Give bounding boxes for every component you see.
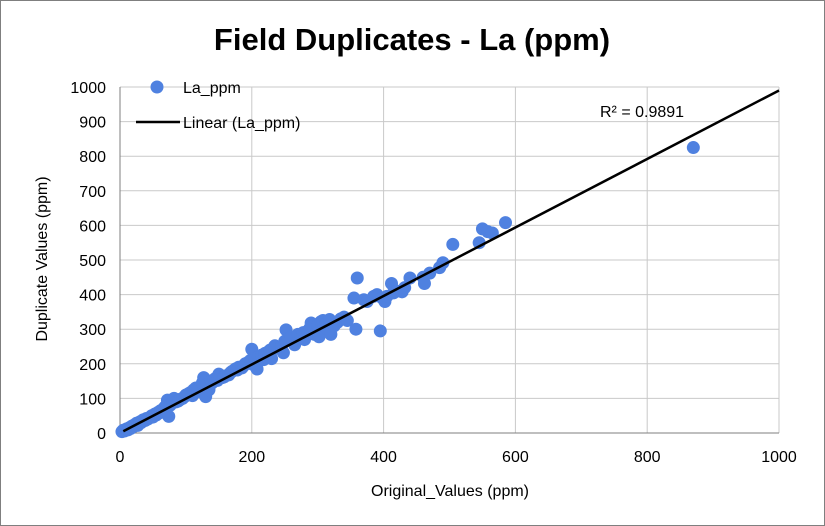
axes — [119, 87, 779, 434]
x-axis-label: Original_Values (ppm) — [371, 483, 529, 500]
gridlines — [120, 86, 780, 433]
trendline-segment — [122, 89, 780, 433]
x-tick-label: 800 — [634, 449, 661, 466]
data-point — [417, 277, 431, 291]
legend: La_ppm Linear (La_ppm) — [136, 80, 300, 132]
data-point — [347, 291, 361, 305]
data-point — [686, 141, 700, 155]
y-tick-label: 1000 — [70, 80, 106, 97]
legend-label-la-ppm: La_ppm — [183, 80, 241, 97]
y-tick-label: 900 — [79, 115, 106, 132]
chart-title: Field Duplicates - La (ppm) — [214, 22, 610, 57]
y-tick-label: 200 — [79, 357, 106, 374]
data-point — [373, 324, 387, 338]
x-tick-label: 200 — [238, 449, 265, 466]
x-tick-label: 0 — [116, 449, 125, 466]
data-point — [312, 330, 326, 344]
y-tick-label: 600 — [79, 218, 106, 235]
y-tick-label: 400 — [79, 288, 106, 305]
data-point — [446, 237, 460, 251]
data-point — [499, 216, 513, 230]
x-tick-label: 600 — [502, 449, 529, 466]
data-point — [162, 409, 176, 423]
data-point — [350, 271, 364, 285]
y-tick-label: 100 — [79, 391, 106, 408]
data-point — [485, 226, 499, 240]
y-axis-label: Duplicate Values (ppm) — [34, 176, 51, 341]
y-tick-label: 300 — [79, 322, 106, 339]
y-tick-label: 0 — [97, 426, 106, 443]
y-tick-label: 500 — [79, 253, 106, 270]
r-squared-annotation: R² = 0.9891 — [600, 104, 684, 121]
y-tick-label: 700 — [79, 184, 106, 201]
y-tick-label: 800 — [79, 149, 106, 166]
trendline — [122, 89, 780, 433]
tick-labels: 0 100 200 300 400 500 600 700 800 900 1000 0 200 400 6… — [70, 80, 796, 466]
data-point — [250, 362, 264, 376]
x-tick-label: 1000 — [761, 449, 797, 466]
legend-label-linear: Linear (La_ppm) — [183, 115, 300, 132]
legend-marker-la-ppm — [150, 80, 164, 94]
data-point — [349, 322, 363, 336]
x-tick-label: 400 — [370, 449, 397, 466]
data-points — [115, 141, 700, 439]
